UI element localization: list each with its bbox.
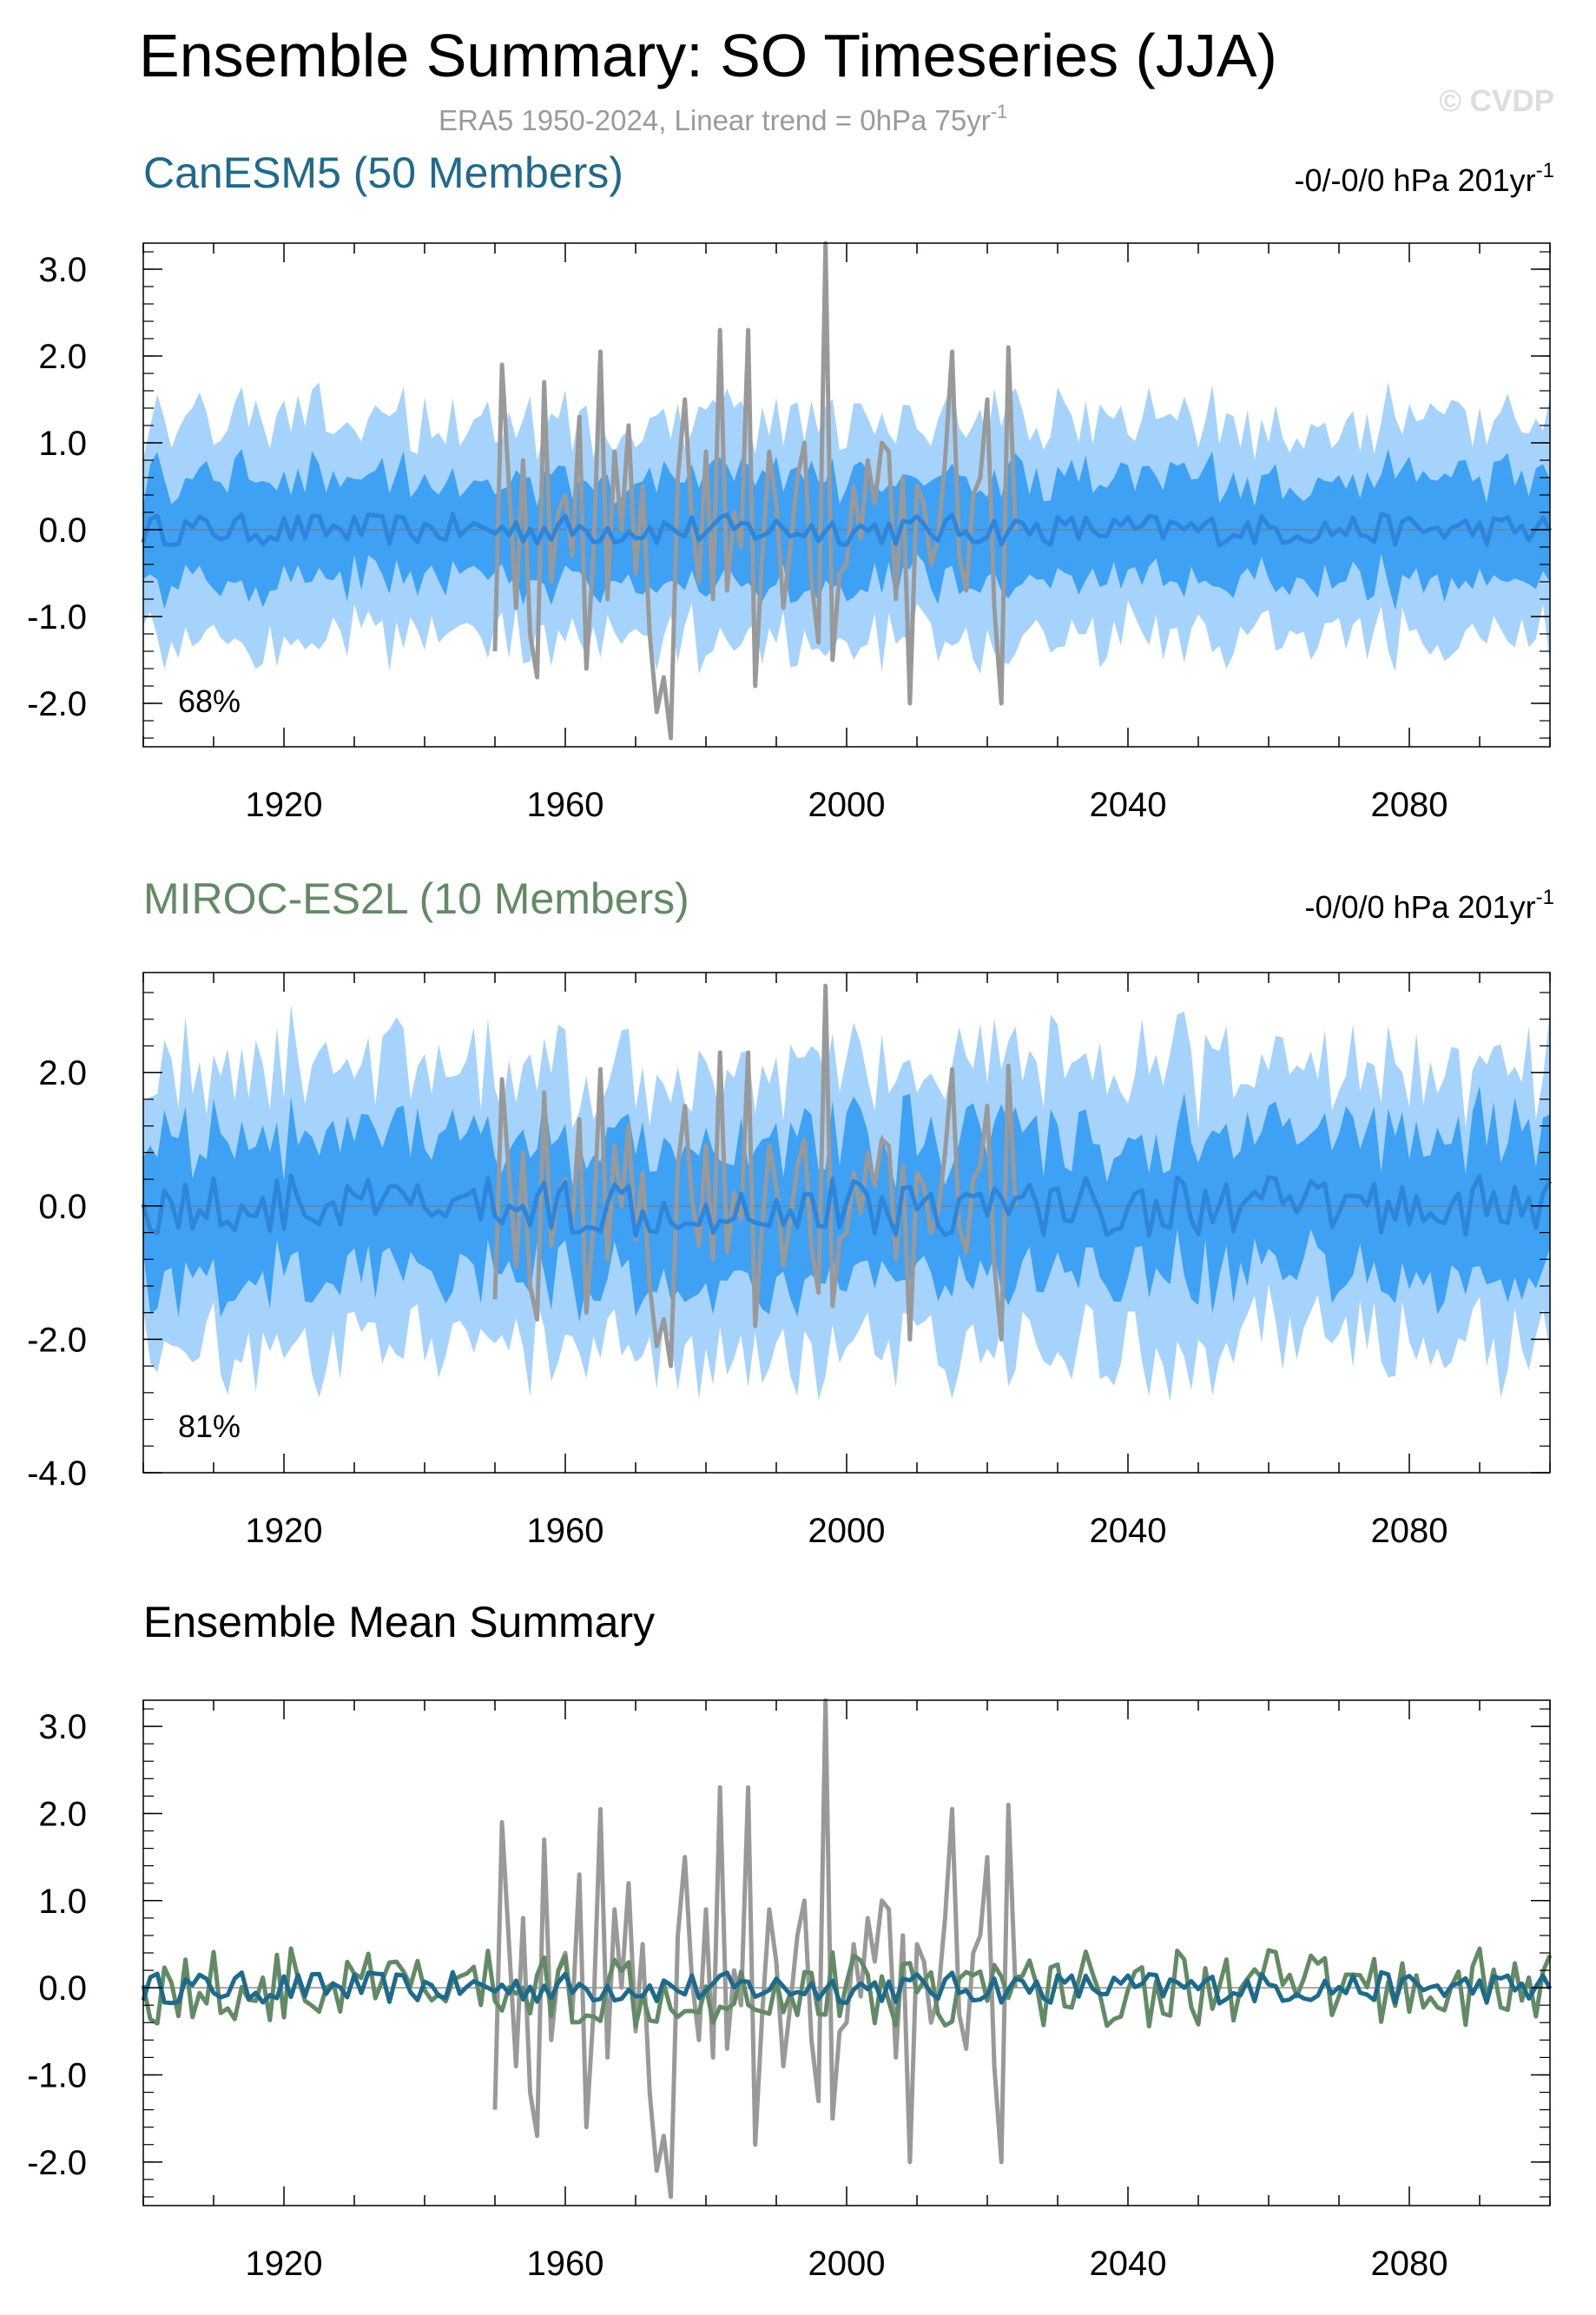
x-tick-label: 1920 [246,1512,323,1550]
x-tick-label: 2000 [808,786,886,824]
x-tick-label: 2080 [1371,786,1448,824]
x-tick-label: 1960 [527,786,604,824]
era5-line [492,241,1018,741]
y-tick-label: -1.0 [27,2056,87,2094]
canesm5-mean-line [141,1969,1553,2006]
plot-summary: 1920 1960 2000 2040 2080 3.0 2.0 1.0 0.0 -1.0 -2.0 [27,1698,1553,2283]
x-tick-label: 2000 [808,1512,886,1550]
x-tick-label: 2080 [1371,2245,1448,2283]
y-tick-label: 2.0 [38,338,87,376]
ensemble-mean-line [141,1173,1553,1238]
y-tick-label: -2.0 [27,2144,87,2182]
y-tick-label: 2.0 [38,1795,87,1833]
x-tick-label: 1920 [246,786,323,824]
ensemble-mean-line [141,511,1553,548]
y-tick-label: 3.0 [38,1708,87,1746]
y-tick-label: -4.0 [27,1454,87,1493]
panel-summary: Ensemble Mean Summary 1920 1960 2000 2040 20… [27,1598,1553,2283]
y-tick-label: -1.0 [27,598,87,636]
x-tick-label: 1960 [527,2245,604,2283]
percent-label-canesm5: 68% [178,683,241,719]
figure-subtitle-main: ERA5 1950-2024, Linear trend = 0hPa 75yr [439,104,991,136]
x-tick-label: 1960 [527,1512,604,1550]
figure-title: Ensemble Summary: SO Timeseries (JJA) [139,22,1277,89]
x-tick-label: 2000 [808,2245,886,2283]
x-tick-label: 2040 [1090,786,1167,824]
watermark: © CVDP [1439,84,1554,118]
panel-title-summary: Ensemble Mean Summary [143,1598,655,1646]
figure-subtitle-sup: -1 [991,101,1008,122]
y-tick-label: 0.0 [38,511,87,550]
trend-label-miroc: -0/0/0 hPa 201yr-1 [1304,886,1554,925]
y-tick-label: 0.0 [38,1188,87,1226]
y-tick-label: 1.0 [38,1883,87,1921]
panel-title-canesm5: CanESM5 (50 Members) [143,148,623,197]
percent-label-miroc: 81% [178,1408,241,1444]
plot-canesm5: 1920 1960 2000 2040 2080 3.0 2.0 1.0 0.0 -1.0 -2.0 [27,241,1553,824]
y-tick-label: 2.0 [38,1054,87,1092]
x-tick-label: 1920 [246,2245,323,2283]
y-tick-label: 0.0 [38,1969,87,2008]
panel-canesm5: CanESM5 (50 Members) -0/-0/0 hPa 201yr-1… [27,148,1554,824]
plot-miroc: 1920 1960 2000 2040 2080 2.0 0.0 -2.0 -4.0 [27,972,1553,1550]
plot-frame [142,1699,1551,2206]
panel-miroc: MIROC-ES2L (10 Members) -0/0/0 hPa 201yr… [27,874,1554,1550]
x-tick-label: 2080 [1371,1512,1448,1550]
y-tick-label: 1.0 [38,425,87,463]
x-tick-label: 2040 [1090,2245,1167,2283]
trend-label-miroc-main: -0/0/0 hPa 201yr [1304,889,1535,925]
trend-label-canesm5: -0/-0/0 hPa 201yr-1 [1295,159,1555,198]
y-tick-label: -2.0 [27,685,87,723]
trend-label-canesm5-sup: -1 [1536,159,1554,182]
era5-line [492,1698,1018,2200]
y-tick-label: 3.0 [38,251,87,289]
trend-label-miroc-sup: -1 [1536,886,1554,909]
trend-label-canesm5-main: -0/-0/0 hPa 201yr [1295,162,1536,198]
y-tick-label: -2.0 [27,1321,87,1359]
figure-subtitle: ERA5 1950-2024, Linear trend = 0hPa 75yr… [439,101,1007,136]
x-tick-label: 2040 [1090,1512,1167,1550]
era5-line [492,983,1018,1369]
panel-title-miroc: MIROC-ES2L (10 Members) [143,874,689,923]
miroc-mean-line [141,1946,1553,2029]
